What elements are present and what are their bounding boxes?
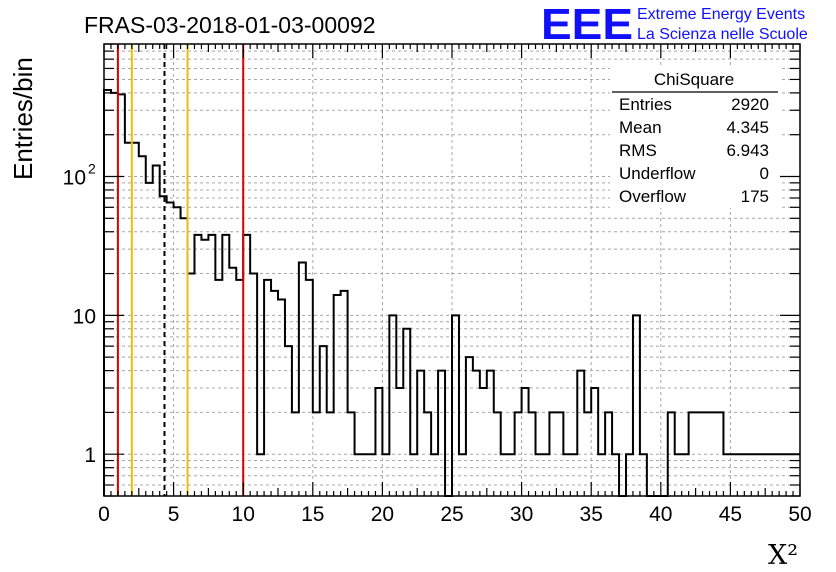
histogram-series [103,88,800,497]
logo: EEE Extreme Energy Events La Scienza nel… [541,0,808,49]
chart-title: FRAS-03-2018-01-03-00092 [84,12,376,38]
stats-box-background [610,66,780,208]
y-tick-label: 10 [63,166,86,189]
logo-line-1: Extreme Energy Events [637,6,805,23]
y-tick-label: 10 [73,305,96,328]
logo-line-2: La Scienza nelle Scuole [637,26,808,43]
stats-row-label: Underflow [619,164,696,183]
y-tick-label: 1 [84,444,96,467]
x-tick-label: 15 [301,503,324,526]
x-tick-label: 10 [232,503,255,526]
x-tick-label: 20 [371,503,394,526]
x-tick-label: 5 [168,503,180,526]
x-axis-label: X² [768,540,798,571]
stats-row-value: 2920 [731,95,769,114]
reference-lines [116,44,245,496]
x-tick-label: 25 [440,503,463,526]
stats-row-value: 4.345 [726,118,769,137]
stats-row-label: RMS [619,141,657,160]
x-tick-label: 40 [649,503,672,526]
stats-row-value: 175 [741,187,769,206]
x-tick-label: 0 [98,503,110,526]
stats-box-title: ChiSquare [654,70,734,89]
x-tick-label: 50 [788,503,811,526]
stats-row-label: Entries [619,95,672,114]
histogram-line [103,88,800,497]
stats-row-label: Mean [619,118,662,137]
stats-box: ChiSquare Entries 2920 Mean 4.345 RMS 6.943 Un… [610,66,780,208]
x-tick-label: 45 [719,503,742,526]
stats-row-label: Overflow [619,187,687,206]
x-tick-label: 35 [580,503,603,526]
logo-mark: EEE [541,0,633,49]
y-axis-label: Entries/bin [8,57,38,180]
y-tick-label-exponent: 2 [88,160,96,176]
stats-row-value: 6.943 [726,141,769,160]
stats-rows: Entries 2920 Mean 4.345 RMS 6.943 Underflow 0 Ov… [619,95,769,206]
x-tick-label: 30 [510,503,533,526]
stats-row-value: 0 [760,164,769,183]
